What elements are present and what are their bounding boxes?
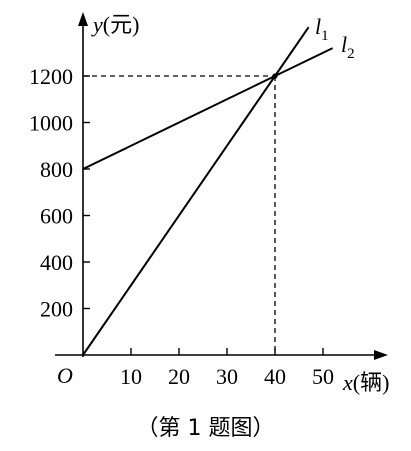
series-label-l1: l1 [315,14,329,44]
x-ticks: 10 20 30 40 50 [120,348,334,389]
y-axis-arrow-icon [78,12,88,26]
y-tick-label: 800 [40,157,73,182]
x-axis-arrow-icon [374,350,388,360]
x-tick-label: 40 [264,364,286,389]
y-tick-label: 1000 [29,111,73,136]
y-axis-unit: (元) [103,12,140,37]
y-ticks: 200 400 600 800 1000 1200 [29,64,90,322]
x-tick-label: 20 [168,364,190,389]
x-axis-label: x(辆) [342,370,389,395]
series-line-l2 [82,47,334,170]
y-axis-variable: y [91,12,103,37]
origin-label: O [57,363,73,388]
intersection-point [272,73,278,79]
x-axis-variable: x [342,370,353,395]
y-tick-label: 1200 [29,64,73,89]
figure-caption: （第 1 题图） [136,416,275,441]
y-tick-label: 200 [40,297,73,322]
x-tick-label: 50 [312,364,334,389]
series-label-l2: l2 [341,32,355,62]
x-axis-unit: (辆) [353,370,390,395]
x-tick-label: 10 [120,364,142,389]
x-tick-label: 30 [216,364,238,389]
series-labels: l1 l2 [315,14,355,62]
y-tick-label: 400 [40,250,73,275]
y-tick-label: 600 [40,204,73,229]
y-axis-label: y(元) [91,12,139,37]
